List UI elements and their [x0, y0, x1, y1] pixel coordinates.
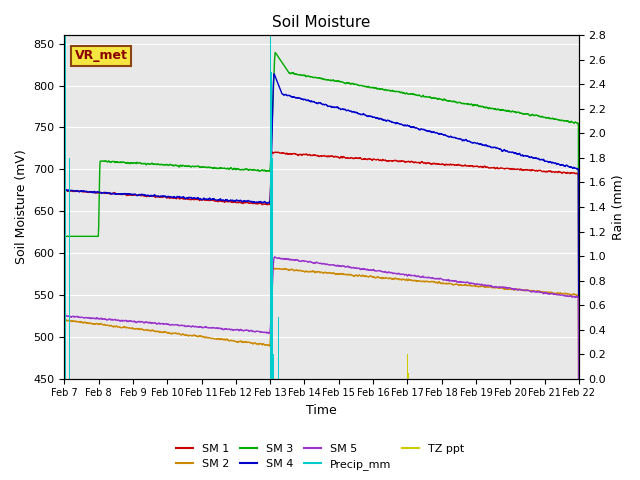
SM 4 [575, 401, 582, 407]
Line: SM 2: SM 2 [65, 268, 579, 480]
SM 3 [204, 165, 212, 170]
SM 1 [204, 197, 212, 203]
SM 5 [544, 290, 552, 296]
SM 3 [530, 112, 538, 118]
Y-axis label: Rain (mm): Rain (mm) [612, 174, 625, 240]
SM 2 [544, 289, 552, 295]
SM 3 [271, 49, 279, 55]
SM 4 [270, 71, 278, 77]
SM 4 [471, 140, 479, 145]
SM 5 [471, 281, 479, 287]
SM 2 [204, 335, 212, 341]
SM 2 [530, 288, 538, 294]
SM 4 [204, 196, 212, 202]
Line: SM 1: SM 1 [65, 152, 579, 416]
Y-axis label: Soil Moisture (mV): Soil Moisture (mV) [15, 150, 28, 264]
SM 2 [269, 265, 277, 271]
SM 3 [575, 373, 582, 379]
SM 3 [337, 79, 344, 85]
SM 2 [471, 283, 479, 288]
SM 1 [544, 168, 552, 174]
SM 2 [348, 272, 355, 278]
Line: SM 3: SM 3 [65, 52, 579, 444]
SM 1 [61, 413, 68, 419]
Title: Soil Moisture: Soil Moisture [273, 15, 371, 30]
SM 4 [348, 108, 355, 114]
SM 5 [204, 324, 212, 330]
SM 2 [337, 271, 344, 277]
SM 1 [471, 163, 479, 169]
Text: VR_met: VR_met [75, 49, 127, 62]
SM 3 [544, 115, 552, 120]
SM 2 [575, 477, 582, 480]
SM 1 [575, 404, 582, 409]
SM 4 [530, 155, 538, 161]
Line: SM 4: SM 4 [65, 74, 579, 417]
SM 5 [271, 254, 278, 260]
SM 5 [337, 263, 344, 269]
SM 4 [61, 414, 68, 420]
SM 3 [61, 441, 68, 447]
SM 5 [348, 265, 355, 271]
SM 5 [575, 478, 582, 480]
SM 1 [530, 168, 538, 173]
SM 3 [471, 102, 479, 108]
SM 1 [269, 149, 276, 155]
SM 5 [530, 288, 538, 294]
SM 1 [348, 155, 355, 161]
SM 4 [337, 106, 344, 112]
Line: SM 5: SM 5 [65, 257, 579, 480]
SM 4 [544, 159, 552, 165]
SM 3 [348, 81, 355, 86]
X-axis label: Time: Time [307, 404, 337, 417]
Legend: SM 1, SM 2, SM 3, SM 4, SM 5, Precip_mm, TZ ppt: SM 1, SM 2, SM 3, SM 4, SM 5, Precip_mm,… [172, 439, 468, 474]
SM 1 [337, 155, 344, 160]
